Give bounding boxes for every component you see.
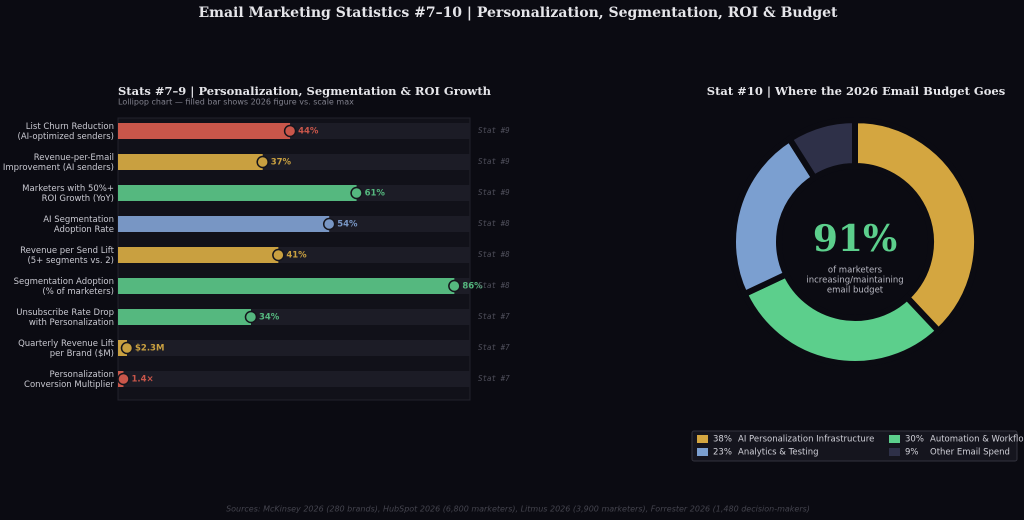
chart-subtitle: Lollipop chart — filled bar shows 2026 f… [118,98,354,107]
legend [691,430,1018,462]
value-label: 1.4× [131,375,153,385]
lollipop-head [448,279,461,293]
category-label: Unsubscribe Rate Drop with Personalizatio… [16,308,114,328]
bar [118,278,455,294]
chart-title: Stat #10 | Where the 2026 Email Budget G… [707,84,1005,98]
value-label: 34% [259,313,280,323]
center-caption: email budget [827,286,884,296]
category-line: (AI-optimized senders) [18,132,115,142]
stat-tag: Stat #9 [478,188,510,197]
legend-swatch [697,435,708,443]
category-line: (% of marketers) [42,287,114,297]
stat-tag: Stat #9 [478,157,510,166]
center-caption: of marketers [828,266,883,276]
stat-tag: Stat #8 [478,219,510,228]
lollipop-head [244,310,258,324]
category-line: Revenue per Send Lift [20,246,115,256]
stat-tag: Stat #8 [478,281,510,290]
value-label: 86% [462,282,483,292]
legend-value: 30% [905,435,924,445]
lollipop-head [272,248,285,262]
category-label: Segmentation Adoption (% of marketers) [14,277,114,297]
category-line: Segmentation Adoption [14,277,114,287]
lollipop-head [120,341,134,355]
value-label: 61% [365,189,386,199]
category-line: Unsubscribe Rate Drop [16,308,114,318]
legend-value: 23% [713,448,732,458]
footer: Sources: McKinsey 2026 (280 brands), Hub… [226,505,810,514]
category-line: Improvement (AI senders) [3,163,114,173]
legend-value: 38% [713,435,732,445]
category-line: Marketers with 50%+ [22,184,114,194]
value-label: 37% [271,158,292,168]
bar [118,185,357,201]
bar [118,247,279,263]
bar [118,216,330,232]
category-line: Personalization [50,370,114,380]
donut-slice [852,116,980,336]
legend-label: Analytics & Testing [738,448,819,458]
category-line: List Churn Reduction [26,122,114,132]
lollipop-head [256,155,269,169]
donut-slice [785,116,858,182]
donut-slice [740,270,943,367]
category-line: with Personalization [29,318,114,328]
value-label: 54% [337,220,358,230]
category-label: Revenue-per-Email Improvement (AI senders… [3,153,114,173]
category-line: Quarterly Revenue Lift [18,339,115,349]
category-line: AI Segmentation [43,215,114,225]
stat-tag: Stat #7 [478,374,510,383]
category-line: ROI Growth (YoY) [42,194,114,204]
category-label: Revenue per Send Lift (5+ segments vs. 2) [20,246,115,266]
track [118,371,470,387]
category-line: per Brand ($M) [50,349,114,359]
lollipop-head [322,217,336,231]
category-label: List Churn Reduction (AI-optimized sender… [18,122,115,142]
legend-swatch [889,448,900,456]
lollipop-head [350,186,363,200]
category-line: (5+ segments vs. 2) [27,256,114,266]
value-label: 44% [298,127,319,137]
center-caption: increasing/maintaining [806,276,903,286]
legend-label: AI Personalization Infrastructure [738,435,874,445]
category-label: Personalization Conversion Multiplier [24,370,114,390]
legend-swatch [889,435,900,443]
legend-value: 9% [905,448,919,458]
value-label: $2.3M [135,344,164,354]
stat-tag: Stat #7 [478,343,510,352]
stat-tag: Stat #9 [478,126,510,135]
chart-title: Stats #7–9 | Personalization, Segmentati… [118,84,492,98]
stat-tag: Stat #7 [478,312,510,321]
category-line: Conversion Multiplier [24,380,114,390]
category-line: Adoption Rate [54,225,114,235]
track [118,340,470,356]
bar [118,123,291,139]
category-label: Marketers with 50%+ ROI Growth (YoY) [22,184,114,204]
stat-tag: Stat #8 [478,250,510,259]
legend-label: Other Email Spend [930,448,1010,458]
center-value: 91% [813,218,897,260]
lollipop-head [283,124,297,138]
category-line: Revenue-per-Email [34,153,114,163]
category-label: AI Segmentation Adoption Rate [43,215,114,235]
bar [118,154,263,170]
category-label: Quarterly Revenue Lift per Brand ($M) [18,339,115,359]
page-title: Email Marketing Statistics #7–10 | Perso… [198,5,838,21]
bar [118,309,251,325]
lollipop-head [117,372,130,386]
value-label: 41% [286,251,307,261]
legend-swatch [697,448,708,456]
legend-label: Automation & Workflow Tools [930,435,1024,445]
